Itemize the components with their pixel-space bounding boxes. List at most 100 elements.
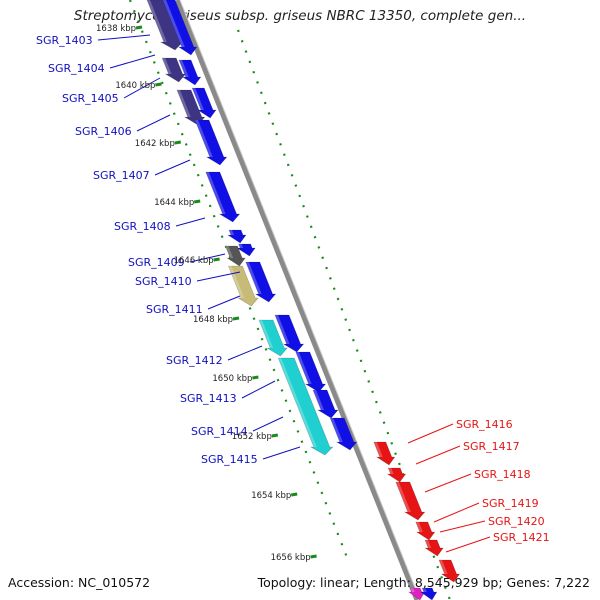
kbp-tick-label: 1640 kbp: [115, 81, 155, 91]
kbp-tick-label: 1650 kbp: [212, 374, 252, 384]
gene-arrow-shade: [162, 58, 172, 74]
gene-label-left: SGR_1412: [166, 354, 223, 367]
leader-line-left: [136, 114, 171, 132]
gene-arrow-shade: [177, 90, 191, 117]
gene-label-right: SGR_1416: [456, 418, 513, 431]
gene-arrow-shade: [192, 88, 204, 110]
gene-arrow-shade: [278, 358, 317, 447]
gene-labels: SGR_1403 SGR_1404 SGR_1405 SGR_1406 SGR_1407…: [36, 34, 550, 544]
accession-text: Accession: NC_010572: [8, 575, 151, 590]
kbp-tick-mark: [155, 82, 162, 87]
gene-arrow-shade: [295, 352, 312, 384]
kbp-tick-mark: [271, 433, 279, 438]
gene-arrow: [407, 587, 426, 600]
gene-arrow: [227, 265, 259, 307]
kbp-tick-label: 1656 kbp: [271, 553, 311, 563]
kbp-tick-mark: [252, 375, 259, 380]
leader-line-right: [439, 520, 486, 533]
kbp-tick-label: 1654 kbp: [251, 491, 291, 501]
gene-arrow-shade: [422, 588, 427, 592]
gene-label-right: SGR_1421: [493, 531, 550, 544]
kbp-tick-mark: [135, 25, 143, 30]
gene-arrow-shade: [163, 0, 185, 47]
gene-label-left: SGR_1414: [191, 425, 248, 438]
gene-arrow-shade: [330, 418, 343, 442]
gene-arrow-shade: [238, 244, 244, 248]
kbp-tick-label: 1648 kbp: [193, 315, 233, 325]
kbp-tick-label: 1652 kbp: [232, 432, 272, 442]
leader-line-left: [123, 77, 161, 99]
backbone-highlight: [179, 0, 421, 600]
gene-label-left: SGR_1403: [36, 34, 93, 47]
gene-label-left: SGR_1409: [128, 256, 185, 269]
kbp-tick-mark: [213, 257, 220, 262]
gene-label-left: SGR_1413: [180, 392, 237, 405]
gene-arrow: [277, 357, 334, 456]
gene-arrow-shade: [275, 315, 290, 344]
gene-arrow: [194, 119, 228, 166]
gene-label-right: SGR_1417: [463, 440, 520, 453]
backbone: [174, 0, 421, 600]
gene-arrow-shade: [373, 442, 383, 457]
gene-arrow: [419, 587, 438, 600]
leader-line-left: [252, 416, 284, 432]
gene-label-left: SGR_1415: [201, 453, 258, 466]
kbp-tick-label: 1646 kbp: [174, 256, 214, 266]
leader-line-left: [109, 54, 156, 69]
leader-line-left: [97, 34, 151, 41]
gene-label-left: SGR_1408: [114, 220, 171, 233]
leader-line-left: [227, 345, 263, 361]
leader-line-left: [189, 253, 226, 263]
gene-features: [146, 0, 461, 600]
gene-arrow-shade: [147, 0, 167, 42]
gene-arrow: [395, 481, 426, 521]
gene-arrow: [258, 319, 288, 357]
gene-arrow-shade: [229, 230, 234, 235]
gene-arrow: [295, 351, 327, 393]
kbp-tick-label: 1644 kbp: [154, 198, 194, 208]
gene-arrow-shade: [425, 540, 432, 548]
gene-arrow-shade: [225, 246, 234, 258]
gene-arrow: [424, 539, 444, 557]
leader-line-right: [424, 473, 472, 493]
gene-label-right: SGR_1420: [488, 515, 545, 528]
gene-label-left: SGR_1407: [93, 169, 150, 182]
leader-line-left: [207, 295, 241, 310]
kbp-tick-label: 1638 kbp: [96, 24, 136, 34]
leader-line-left: [262, 446, 301, 460]
leader-line-left: [154, 159, 191, 176]
gene-label-right: SGR_1419: [482, 497, 539, 510]
backbone-line: [174, 0, 420, 600]
gene-arrow-shade: [388, 468, 394, 474]
gene-label-left: SGR_1410: [135, 275, 192, 288]
gene-arrow: [312, 389, 339, 419]
gene-label-left: SGR_1405: [62, 92, 119, 105]
gene-arrow-shade: [395, 482, 411, 512]
left-dotted-guide: [128, 0, 350, 561]
gene-arrow: [162, 0, 198, 56]
gene-label-right: SGR_1418: [474, 468, 531, 481]
gene-arrow: [205, 171, 241, 223]
kbp-tick-mark: [232, 316, 240, 321]
gene-arrow: [329, 417, 358, 451]
gene-label-left: SGR_1411: [146, 303, 203, 316]
gene-arrow-shade: [410, 588, 415, 592]
gene-label-left: SGR_1406: [75, 125, 132, 138]
gene-arrow: [274, 314, 305, 353]
gene-arrow-shade: [179, 60, 189, 77]
gene-arrow: [226, 229, 247, 244]
gene-arrow: [236, 243, 256, 257]
gene-arrow: [224, 245, 246, 267]
label-leader-lines: [97, 34, 491, 553]
gene-arrow-shade: [205, 172, 226, 214]
leader-line-left: [241, 380, 276, 399]
kbp-tick-mark: [174, 140, 182, 145]
gene-arrow: [245, 261, 277, 303]
leader-line-right: [415, 445, 461, 465]
gene-label-left: SGR_1404: [48, 62, 105, 75]
leader-line-left: [196, 271, 241, 282]
gene-arrow-shade: [439, 560, 448, 574]
gene-arrow: [178, 59, 202, 86]
kbp-tick-label: 1642 kbp: [135, 139, 175, 149]
